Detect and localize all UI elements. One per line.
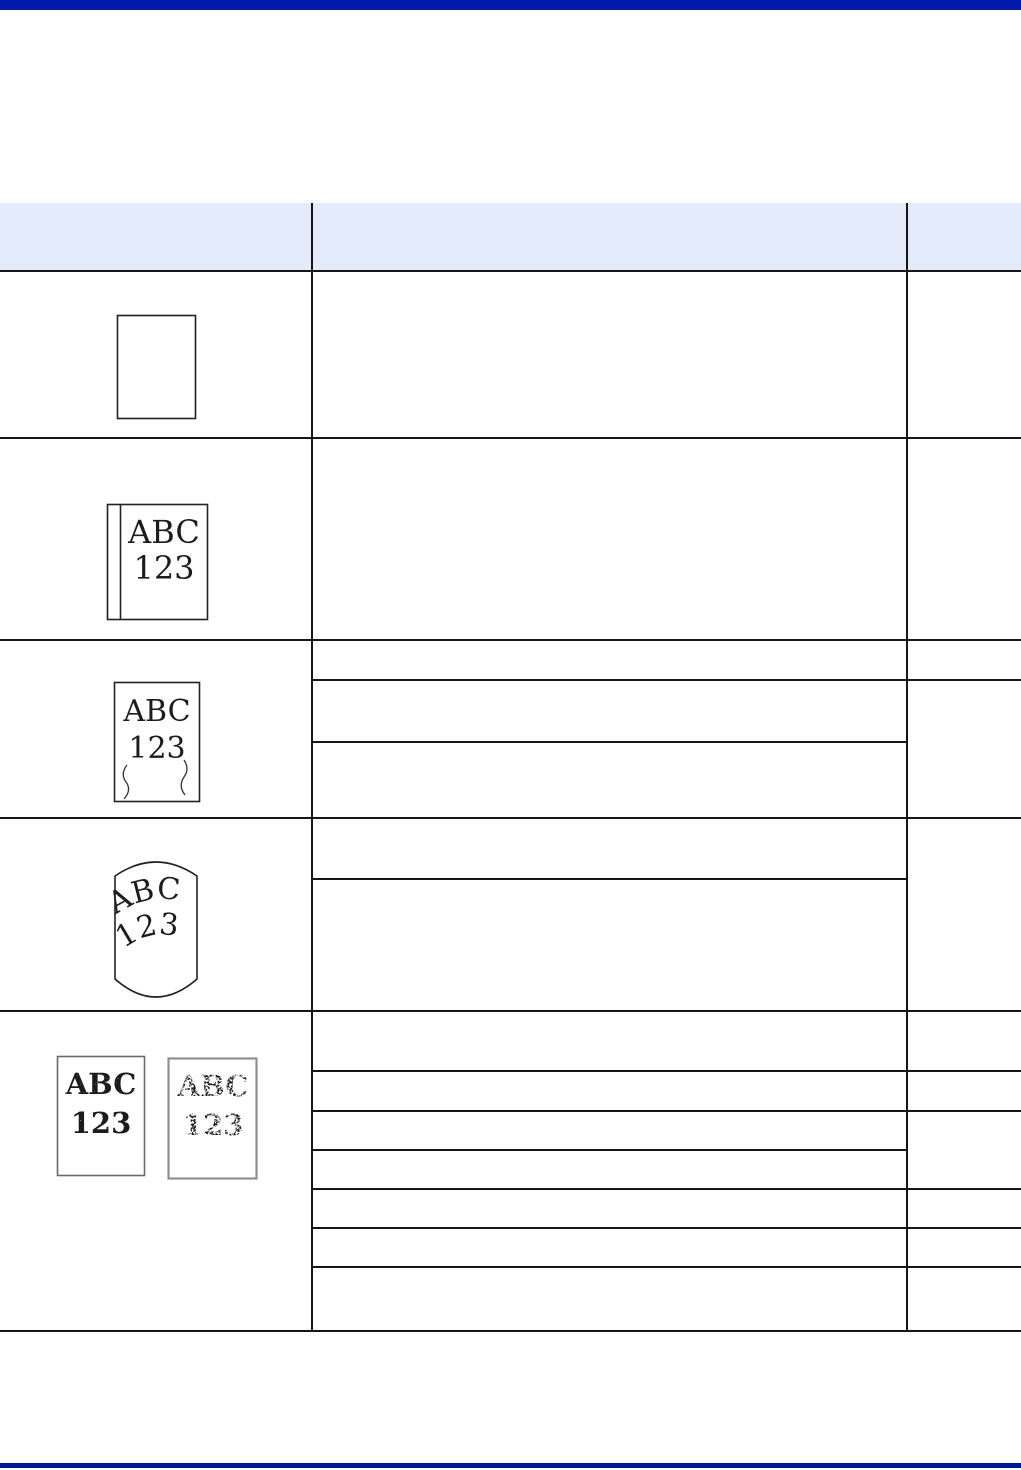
symptom-cell-row2	[0, 439, 311, 639]
description-cell-row2	[313, 439, 906, 639]
description-cell-row3	[313, 641, 906, 817]
reference-cell-row5	[908, 1012, 1021, 1330]
grid-line	[311, 1266, 1021, 1268]
grid-line	[311, 1149, 908, 1151]
header-cell-reference	[908, 203, 1021, 270]
symptom-cell-row3	[0, 641, 311, 817]
grid-line	[311, 1188, 1021, 1190]
symptom-cell-row4	[0, 819, 311, 1010]
reference-cell-row3	[908, 641, 1021, 817]
description-cell-row4	[313, 819, 906, 1010]
header-cell-symptom	[0, 203, 311, 270]
top-rule-bar	[0, 0, 1021, 10]
grid-line	[311, 1227, 1021, 1229]
grid-line	[311, 203, 313, 1332]
grid-line	[0, 437, 1021, 439]
table-header-row	[0, 203, 1021, 270]
grid-line	[0, 639, 1021, 641]
reference-cell-row4	[908, 819, 1021, 1010]
grid-line	[311, 878, 908, 880]
reference-cell-row1	[908, 272, 1021, 437]
description-cell-row1	[313, 272, 906, 437]
header-cell-description	[313, 203, 906, 270]
grid-line	[311, 1110, 1021, 1112]
grid-line	[311, 741, 908, 743]
symptom-cell-row1	[0, 272, 311, 437]
grid-line	[0, 270, 1021, 272]
reference-cell-row2	[908, 439, 1021, 639]
grid-line	[311, 1070, 1021, 1072]
grid-line	[0, 817, 1021, 819]
grid-line	[0, 1010, 1021, 1012]
bottom-rule-bar	[0, 1463, 1021, 1468]
grid-line	[906, 203, 908, 1332]
symptom-cell-row5	[0, 1012, 311, 1330]
grid-line	[0, 1330, 1021, 1332]
description-cell-row5	[313, 1012, 906, 1330]
grid-line	[311, 679, 1021, 681]
